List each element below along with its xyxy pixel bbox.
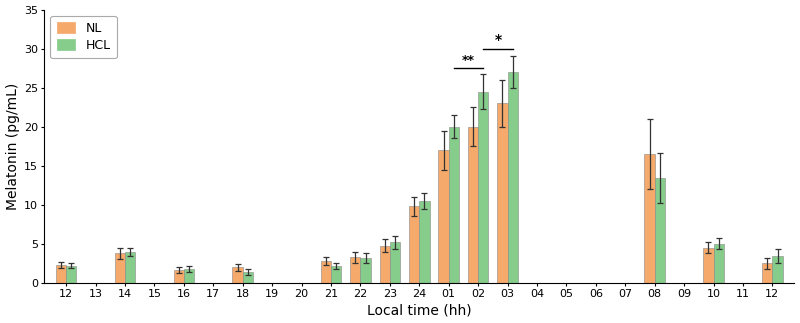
Bar [321,261,331,283]
Bar [654,178,665,283]
Legend: NL, HCL: NL, HCL [50,16,117,58]
Bar [449,127,459,283]
Text: *: * [494,33,502,47]
Bar [762,264,772,283]
Bar [350,257,361,283]
Bar [114,253,125,283]
Bar [644,154,654,283]
Bar [498,103,507,283]
Bar [125,252,135,283]
Bar [184,269,194,283]
Bar [361,258,370,283]
Bar [233,267,242,283]
Bar [714,244,724,283]
Bar [331,266,342,283]
Bar [379,245,390,283]
Bar [174,270,184,283]
Bar [772,256,782,283]
Bar [66,266,77,283]
Bar [409,206,419,283]
Bar [468,127,478,283]
Bar [438,150,449,283]
X-axis label: Local time (hh): Local time (hh) [367,303,471,318]
Y-axis label: Melatonin (pg/mL): Melatonin (pg/mL) [6,83,19,210]
Bar [703,248,714,283]
Bar [56,265,66,283]
Bar [507,72,518,283]
Bar [419,201,430,283]
Text: **: ** [462,54,475,67]
Bar [478,92,489,283]
Bar [242,272,253,283]
Bar [390,242,400,283]
